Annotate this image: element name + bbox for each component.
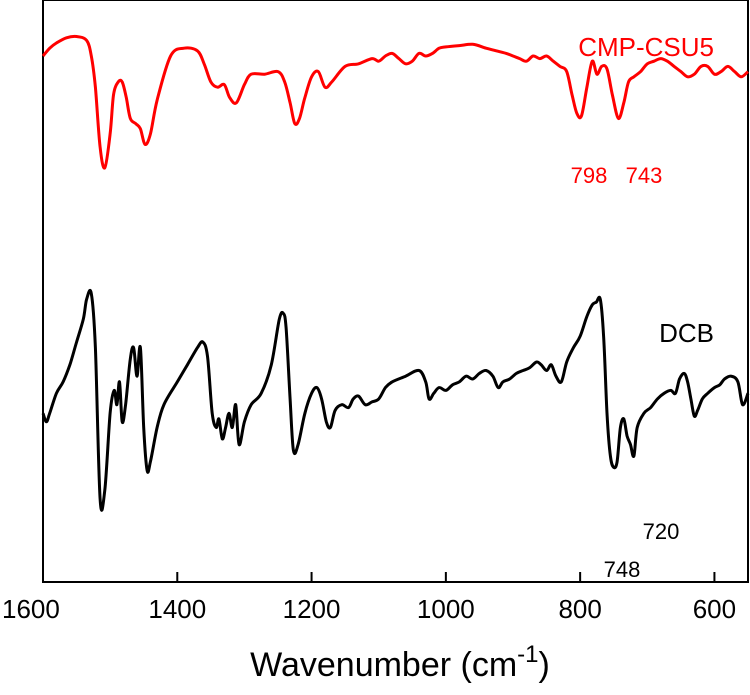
x-tick-label: 1200 <box>283 594 341 624</box>
series-layer <box>41 34 750 512</box>
x-tick-label: 1600 <box>2 594 60 624</box>
peak-label-720: 720 <box>643 519 680 544</box>
x-axis-title: Wavenumber (cm-1) <box>250 641 550 684</box>
annotation-layer: CMP-CSU5 DCB 798 743 748 720 <box>571 32 714 582</box>
x-tick-label: 1400 <box>148 594 206 624</box>
peak-label-798: 798 <box>571 163 608 188</box>
x-tick-label: 1000 <box>417 594 475 624</box>
series-label-dcb: DCB <box>659 318 714 348</box>
x-tick-label: 800 <box>558 594 601 624</box>
x-tick-label: 600 <box>693 594 736 624</box>
series-line-dcb <box>41 288 750 512</box>
plot-frame <box>42 0 749 583</box>
x-axis-ticks: 1600 1400 1200 1000 800 600 <box>2 572 736 624</box>
series-label-cmp-csu5: CMP-CSU5 <box>578 32 714 62</box>
series-line-cmp-csu5 <box>41 34 750 170</box>
peak-label-743: 743 <box>626 163 663 188</box>
peak-label-748: 748 <box>604 557 641 582</box>
